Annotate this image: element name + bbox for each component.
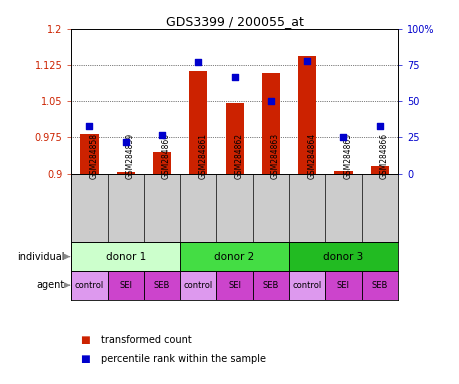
- Text: GSM284861: GSM284861: [198, 133, 207, 179]
- Text: percentile rank within the sample: percentile rank within the sample: [101, 354, 266, 364]
- Text: donor 2: donor 2: [214, 252, 254, 262]
- Text: control: control: [183, 281, 213, 290]
- Text: ■: ■: [80, 354, 90, 364]
- Point: [158, 131, 165, 137]
- Bar: [288, 271, 325, 300]
- Text: agent: agent: [36, 280, 65, 290]
- Bar: [117, 172, 134, 174]
- Text: transformed count: transformed count: [101, 335, 191, 345]
- Bar: [152, 152, 171, 174]
- Point: [339, 134, 347, 141]
- Text: donor 1: donor 1: [106, 252, 146, 262]
- Text: SEI: SEI: [119, 281, 132, 290]
- Text: GSM284865: GSM284865: [343, 133, 352, 179]
- Text: SEI: SEI: [336, 281, 349, 290]
- Text: SEB: SEB: [371, 281, 387, 290]
- Point: [375, 123, 383, 129]
- Text: individual: individual: [17, 252, 65, 262]
- Bar: [325, 271, 361, 300]
- Point: [85, 123, 93, 129]
- Bar: [261, 73, 280, 174]
- Text: SEB: SEB: [153, 281, 170, 290]
- Bar: [180, 242, 288, 271]
- Bar: [107, 271, 144, 300]
- Text: ■: ■: [80, 335, 90, 345]
- Text: GSM284860: GSM284860: [162, 133, 171, 179]
- Bar: [288, 242, 397, 271]
- Bar: [71, 271, 107, 300]
- Bar: [225, 103, 243, 174]
- Point: [122, 139, 129, 145]
- Bar: [71, 242, 180, 271]
- Bar: [180, 271, 216, 300]
- Text: GSM284863: GSM284863: [270, 133, 279, 179]
- Point: [230, 74, 238, 80]
- Text: control: control: [75, 281, 104, 290]
- Title: GDS3399 / 200055_at: GDS3399 / 200055_at: [165, 15, 303, 28]
- Bar: [80, 134, 98, 174]
- Bar: [216, 271, 252, 300]
- Bar: [370, 166, 388, 174]
- Text: SEB: SEB: [262, 281, 279, 290]
- Bar: [297, 56, 316, 174]
- Text: GSM284864: GSM284864: [307, 133, 315, 179]
- Bar: [189, 71, 207, 174]
- Bar: [144, 271, 180, 300]
- Text: GSM284862: GSM284862: [234, 133, 243, 179]
- Bar: [334, 171, 352, 174]
- Text: GSM284859: GSM284859: [125, 133, 134, 179]
- Text: GSM284866: GSM284866: [379, 133, 388, 179]
- Point: [267, 98, 274, 104]
- Text: control: control: [292, 281, 321, 290]
- Text: SEI: SEI: [228, 281, 241, 290]
- Point: [303, 58, 310, 64]
- Point: [194, 59, 202, 65]
- Text: GSM284858: GSM284858: [89, 133, 98, 179]
- Text: donor 3: donor 3: [323, 252, 363, 262]
- Bar: [361, 271, 397, 300]
- Bar: [252, 271, 288, 300]
